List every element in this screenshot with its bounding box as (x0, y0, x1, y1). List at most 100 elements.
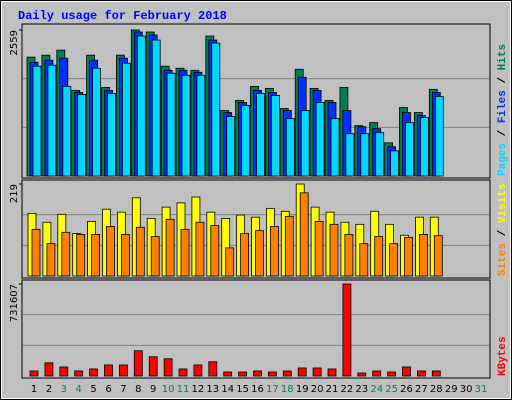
bar (121, 234, 130, 277)
bar (402, 366, 411, 377)
x-tick-label: 29 (445, 384, 458, 395)
chart-title: Daily usage for February 2018 (18, 9, 227, 23)
bar (314, 220, 324, 277)
bar (433, 235, 443, 277)
legend-separator: / (497, 223, 509, 243)
bar (165, 218, 175, 277)
bar (241, 105, 251, 177)
bar (238, 371, 248, 377)
legend: Sites / Visits (497, 184, 509, 276)
bar (76, 234, 86, 277)
bar (136, 35, 146, 177)
bar (151, 39, 161, 177)
bar (329, 223, 339, 277)
bar (375, 132, 385, 177)
bar (418, 234, 428, 277)
y-tick-label: 219 (9, 184, 20, 203)
x-tick-label: 1 (31, 384, 37, 395)
x-tick-label: 8 (135, 384, 141, 395)
x-tick-label: 13 (206, 384, 219, 395)
bar (269, 226, 279, 277)
bar (267, 371, 277, 377)
bar (62, 85, 72, 177)
bar (195, 221, 205, 277)
legend-entry: Pages (497, 143, 509, 176)
bar (31, 228, 41, 277)
bar (297, 367, 307, 377)
bar (226, 116, 236, 177)
bar (270, 95, 280, 177)
x-tick-label: 10 (162, 384, 175, 395)
bar (416, 370, 426, 377)
bar (211, 42, 221, 177)
x-tick-label: 18 (281, 384, 294, 395)
y-tick-label: 2559 (9, 30, 20, 55)
bar (77, 94, 87, 177)
bar (282, 370, 292, 377)
legend-entry: Visits (497, 184, 509, 224)
bar (404, 236, 413, 277)
bar (342, 283, 352, 377)
bar (405, 122, 414, 177)
x-tick-label: 11 (177, 384, 190, 395)
bar (419, 117, 429, 177)
bar (390, 150, 400, 177)
bar (300, 110, 310, 177)
bar (299, 192, 309, 277)
legend-entry: Hits (497, 44, 509, 70)
bar (89, 368, 98, 377)
bar (285, 118, 295, 177)
x-tick-label: 31 (475, 384, 488, 395)
bar (327, 368, 337, 377)
bar (107, 93, 116, 177)
bar (223, 371, 233, 377)
bar (345, 133, 355, 177)
legend-entry: Files (497, 90, 509, 123)
x-tick-label: 26 (400, 384, 413, 395)
bar (389, 243, 399, 277)
bar (91, 234, 100, 277)
bar (359, 243, 369, 277)
bar (372, 370, 382, 377)
legend-separator: / (497, 123, 509, 143)
bar (315, 102, 325, 177)
x-tick-label: 19 (296, 384, 309, 395)
bar (104, 364, 113, 377)
x-tick-label: 2 (46, 384, 52, 395)
x-tick-label: 23 (355, 384, 368, 395)
bar (74, 370, 84, 377)
legend-separator: / (497, 70, 509, 90)
x-tick-label: 24 (370, 384, 383, 395)
x-tick-label: 25 (385, 384, 398, 395)
bar (148, 356, 158, 377)
bar (434, 96, 444, 177)
x-tick-label: 3 (61, 384, 67, 395)
x-tick-label: 30 (460, 384, 473, 395)
bar (193, 364, 203, 377)
bar (210, 225, 220, 277)
bar (59, 366, 69, 377)
bar (431, 370, 441, 377)
x-tick-label: 6 (105, 384, 111, 395)
bar (122, 62, 131, 177)
x-tick-label: 7 (120, 384, 126, 395)
bar (225, 247, 235, 277)
bar (180, 228, 190, 277)
legend-entry: Sites (497, 243, 509, 276)
bar (387, 371, 397, 377)
bar (284, 215, 294, 277)
panel (21, 279, 491, 379)
bar (133, 350, 143, 377)
x-tick-label: 15 (236, 384, 249, 395)
bar (357, 372, 367, 377)
y-tick-label: 731607 (9, 284, 20, 322)
bar (208, 361, 218, 377)
x-tick-label: 5 (90, 384, 96, 395)
bar (181, 74, 191, 177)
bar (360, 133, 370, 177)
x-tick-label: 22 (341, 384, 354, 395)
legend-entry: KBytes (497, 336, 509, 376)
bar (256, 93, 265, 177)
bar (196, 74, 206, 177)
